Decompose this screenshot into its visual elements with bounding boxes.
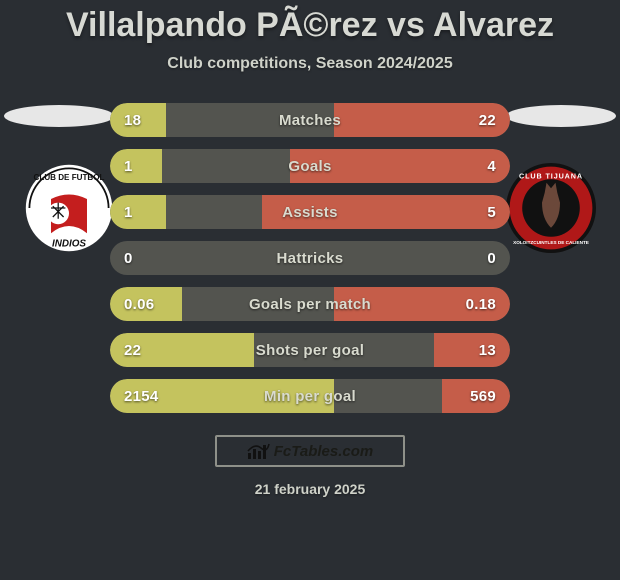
page-subtitle: Club competitions, Season 2024/2025 [0,55,620,73]
team-left-badge: CLUB DE FUTBOL INDIOS [24,163,114,253]
stat-row: 0.06Goals per match0.18 [110,287,510,321]
stat-value-right: 22 [479,103,496,137]
stat-value-right: 0 [487,241,496,275]
stat-row: 1Goals4 [110,149,510,183]
stat-row: 22Shots per goal13 [110,333,510,367]
stat-row: 18Matches22 [110,103,510,137]
team-left-ellipse [4,105,114,127]
stat-label: Min per goal [110,379,510,413]
team-right-badge: CLUB TIJUANA XOLOITZCUINTLES DE CALIENTE [506,163,596,253]
brand-chart-icon [247,442,271,460]
stat-value-right: 5 [487,195,496,229]
stat-row: 0Hattricks0 [110,241,510,275]
brand-label: FcTables.com [274,443,373,460]
stat-row: 1Assists5 [110,195,510,229]
stat-value-right: 13 [479,333,496,367]
svg-text:CLUB DE FUTBOL: CLUB DE FUTBOL [34,173,105,182]
svg-text:XOLOITZCUINTLES DE CALIENTE: XOLOITZCUINTLES DE CALIENTE [513,240,589,245]
stat-row: 2154Min per goal569 [110,379,510,413]
stat-label: Hattricks [110,241,510,275]
footer-date: 21 february 2025 [0,481,620,497]
svg-text:INDIOS: INDIOS [52,239,86,250]
comparison-panel: CLUB DE FUTBOL INDIOS CLUB TIJUANA XOLOI… [0,103,620,413]
stat-value-right: 4 [487,149,496,183]
page-title: Villalpando PÃ©rez vs Alvarez [0,0,620,45]
stat-label: Matches [110,103,510,137]
stat-value-right: 569 [470,379,496,413]
svg-text:CLUB TIJUANA: CLUB TIJUANA [519,171,583,180]
stat-value-right: 0.18 [466,287,496,321]
stats-rows: 18Matches22 1Goals4 1Assists5 0Hattricks0 0.… [110,103,510,413]
stat-label: Shots per goal [110,333,510,367]
team-right-ellipse [506,105,616,127]
brand-box[interactable]: FcTables.com [215,435,405,467]
stat-label: Goals [110,149,510,183]
stat-label: Goals per match [110,287,510,321]
stat-label: Assists [110,195,510,229]
